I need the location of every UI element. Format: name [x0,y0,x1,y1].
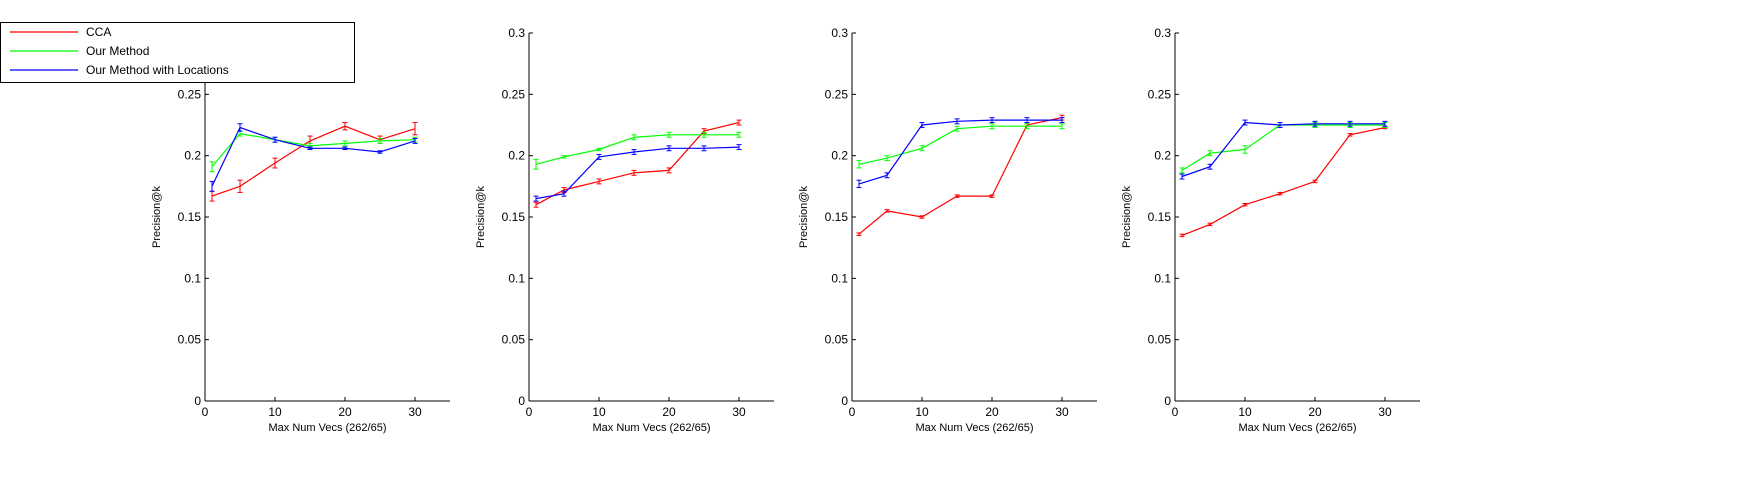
y-tick-label: 0.05 [178,333,202,347]
series-3 [209,123,418,192]
y-tick-label: 0.25 [825,87,849,101]
y-tick-label: 0.15 [502,210,526,224]
x-tick-label: 20 [338,405,352,419]
legend: CCA Our Method Our Method with Locations [0,22,355,83]
y-tick-label: 0.1 [508,271,525,285]
y-tick-label: 0.25 [1148,87,1172,101]
series-3 [533,144,742,202]
y-tick-label: 0.3 [831,26,848,40]
y-tick-label: 0.25 [178,87,202,101]
y-tick-label: 0.2 [508,149,525,163]
x-axis-label: Max Num Vecs (262/65) [1239,422,1357,434]
y-tick-label: 0.05 [825,333,849,347]
y-tick-label: 0.15 [825,210,849,224]
x-tick-label: 20 [1308,405,1322,419]
legend-label: CCA [86,25,111,39]
x-tick-label: 0 [1172,405,1179,419]
x-tick-label: 30 [1055,405,1069,419]
x-tick-label: 20 [662,405,676,419]
x-tick-label: 10 [1238,405,1252,419]
y-axis-label: Precision@k [798,186,810,248]
y-tick-label: 0.1 [184,271,201,285]
y-tick-label: 0.1 [1154,271,1171,285]
legend-label: Our Method with Locations [86,63,229,77]
x-tick-label: 0 [526,405,533,419]
x-tick-label: 30 [1378,405,1392,419]
chart-panel-4: 0 0.05 0.1 0.15 0.2 0.25 0.3 0 10 20 30 Max Num Vec… [1121,26,1420,434]
legend-label: Our Method [86,44,149,58]
y-axis-label: Precision@k [151,186,163,248]
chart-panel-3: 0 0.05 0.1 0.15 0.2 0.25 0.3 0 10 20 30 Max Num Vec… [798,26,1097,434]
chart-panels: 0 0.05 0.1 0.15 0.2 0.25 0.3 0 10 20 30 Max Num Vec… [151,26,1420,434]
y-tick-label: 0 [841,394,848,408]
x-tick-label: 10 [592,405,606,419]
series-line [858,125,1062,165]
y-tick-label: 0.2 [1154,149,1171,163]
y-tick-label: 0 [1164,394,1171,408]
x-tick-label: 10 [915,405,929,419]
series-2 [533,131,742,170]
series-1 [533,119,742,208]
series-line [535,134,739,165]
x-tick-label: 10 [268,405,282,419]
x-tick-label: 30 [408,405,422,419]
y-tick-label: 0.3 [508,26,525,40]
series-line [1181,126,1386,236]
series-line [858,119,1062,185]
x-tick-label: 20 [985,405,999,419]
y-tick-label: 0.1 [831,271,848,285]
series-line [211,125,416,197]
y-tick-label: 0.2 [184,149,201,163]
series-1 [1179,125,1388,238]
y-tick-label: 0.15 [178,210,202,224]
y-tick-label: 0.25 [502,87,526,101]
series-3 [856,117,1065,189]
y-tick-label: 0 [194,394,201,408]
x-axis-label: Max Num Vecs (262/65) [593,422,711,434]
x-tick-label: 0 [202,405,209,419]
x-axis-label: Max Num Vecs (262/65) [916,422,1034,434]
x-tick-label: 30 [732,405,746,419]
series-line [1181,121,1385,178]
series-3 [1179,119,1388,180]
y-tick-label: 0 [518,394,525,408]
x-axis-label: Max Num Vecs (262/65) [269,422,387,434]
series-line [858,117,1063,235]
y-tick-label: 0.2 [831,149,848,163]
chart-panel-2: 0 0.05 0.1 0.15 0.2 0.25 0.3 0 10 20 30 Max Num Vec… [475,26,774,434]
y-axis-label: Precision@k [475,186,487,248]
y-tick-label: 0.05 [1148,333,1172,347]
y-tick-label: 0.05 [502,333,526,347]
y-tick-label: 0.3 [1154,26,1171,40]
y-tick-label: 0.15 [1148,210,1172,224]
series-2 [856,123,1065,169]
x-tick-label: 0 [849,405,856,419]
y-axis-label: Precision@k [1121,186,1133,248]
